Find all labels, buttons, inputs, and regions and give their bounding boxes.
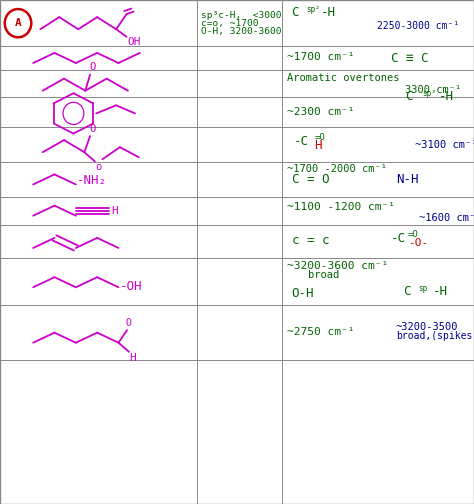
Text: c=o, ~1700: c=o, ~1700 (201, 19, 259, 28)
Text: -OH: -OH (120, 280, 142, 293)
Text: -C: -C (391, 232, 406, 245)
Text: -O-: -O- (408, 238, 428, 248)
Text: Aromatic overtones: Aromatic overtones (287, 73, 399, 83)
Text: -H: -H (438, 90, 454, 103)
Text: ~3100 cm⁻¹: ~3100 cm⁻¹ (415, 140, 474, 150)
Text: ~1700 cm⁻¹: ~1700 cm⁻¹ (287, 52, 354, 62)
Text: ~1700 -2000 cm⁻¹: ~1700 -2000 cm⁻¹ (287, 164, 387, 174)
Text: sp: sp (419, 284, 428, 293)
Text: ~2750 cm⁻¹: ~2750 cm⁻¹ (287, 327, 354, 337)
Text: 2250-3000 cm⁻¹: 2250-3000 cm⁻¹ (377, 21, 459, 31)
Text: C: C (292, 6, 299, 19)
Text: ~3200-3600 cm⁻¹: ~3200-3600 cm⁻¹ (287, 261, 388, 271)
Text: ~2300 cm⁻¹: ~2300 cm⁻¹ (287, 107, 354, 117)
Text: O-H, 3200-3600: O-H, 3200-3600 (201, 27, 282, 36)
Text: OH: OH (127, 37, 140, 47)
Text: C = O: C = O (292, 173, 329, 186)
Text: O: O (125, 318, 131, 328)
Text: C ≡ C: C ≡ C (391, 52, 428, 66)
Text: -H: -H (321, 6, 336, 19)
Text: broad,(spikes): broad,(spikes) (396, 331, 474, 341)
Text: ~1600 cm⁻¹: ~1600 cm⁻¹ (419, 213, 474, 223)
Text: ~1100 -1200 cm⁻¹: ~1100 -1200 cm⁻¹ (287, 202, 395, 212)
Text: =O: =O (314, 133, 325, 142)
Text: ~3200-3500: ~3200-3500 (396, 322, 458, 332)
Text: broad: broad (308, 270, 339, 280)
Text: O-H: O-H (292, 287, 314, 300)
Text: o: o (95, 162, 101, 172)
Text: C: C (405, 90, 413, 103)
Text: sp²: sp² (307, 5, 320, 14)
Text: sp³c-H,  <3000: sp³c-H, <3000 (201, 11, 282, 20)
Text: O: O (89, 123, 95, 134)
Text: O: O (89, 61, 95, 72)
Text: H: H (314, 139, 322, 152)
Text: c = c: c = c (292, 234, 329, 247)
Text: H: H (129, 353, 136, 363)
Text: H: H (111, 206, 118, 216)
Text: C: C (403, 285, 410, 298)
Text: =O: =O (408, 230, 419, 239)
Text: sp³: sp³ (422, 89, 436, 98)
Text: A: A (15, 18, 21, 28)
Text: N-H: N-H (396, 173, 418, 186)
Text: -NH₂: -NH₂ (77, 174, 107, 187)
Text: 3300 cm⁻¹: 3300 cm⁻¹ (405, 85, 462, 95)
Text: -H: -H (433, 285, 448, 298)
Text: -C: -C (294, 135, 309, 148)
